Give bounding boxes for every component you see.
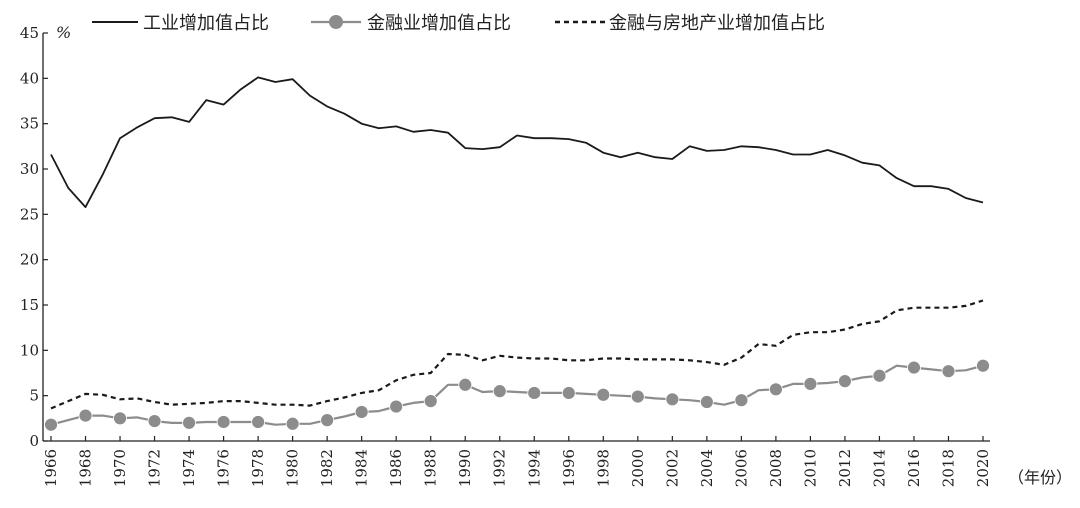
x-tick-label-2012: 2012 bbox=[836, 449, 854, 487]
finance-marker-2012 bbox=[838, 374, 852, 389]
finance-marker-1972 bbox=[147, 414, 162, 428]
x-tick-label-1972: 1972 bbox=[146, 449, 164, 487]
x-tick-label-2000: 2000 bbox=[629, 449, 647, 487]
finance-marker-1976 bbox=[216, 415, 231, 429]
finance-marker-1970 bbox=[113, 411, 127, 426]
finance-marker-1980 bbox=[285, 416, 300, 431]
x-tick-label-2008: 2008 bbox=[767, 449, 785, 487]
finance-marker-2006 bbox=[734, 393, 749, 408]
axes bbox=[42, 32, 990, 442]
x-tick-label-1970: 1970 bbox=[111, 449, 129, 487]
y-tick-label-15: 15 bbox=[20, 296, 39, 314]
x-tick-label-1980: 1980 bbox=[284, 449, 302, 487]
x-tick-label-1974: 1974 bbox=[180, 449, 198, 487]
finance-marker-1988 bbox=[423, 394, 438, 409]
x-tick-label-1994: 1994 bbox=[525, 449, 543, 487]
x-tick-label-1992: 1992 bbox=[491, 449, 509, 487]
finance-marker-1984 bbox=[354, 405, 369, 419]
y-tick-label-45: 45 bbox=[20, 24, 39, 42]
y-tick-label-10: 10 bbox=[20, 341, 39, 359]
finance-marker-2002 bbox=[665, 392, 680, 407]
y-tick-label-30: 30 bbox=[20, 160, 39, 178]
y-axis-unit-label: % bbox=[56, 23, 71, 42]
series-line-1 bbox=[50, 364, 984, 426]
x-tick-label-2004: 2004 bbox=[698, 449, 716, 487]
x-tick-label-2018: 2018 bbox=[939, 449, 957, 487]
x-tick-label-1982: 1982 bbox=[318, 449, 336, 487]
y-tick-label-0: 0 bbox=[29, 432, 39, 450]
x-tick-label-1986: 1986 bbox=[387, 449, 405, 487]
x-tick-label-2006: 2006 bbox=[732, 449, 750, 487]
finance-marker-1974 bbox=[182, 415, 196, 430]
series-markers bbox=[44, 358, 990, 432]
x-tick-label-1976: 1976 bbox=[215, 449, 233, 487]
y-tick-label-25: 25 bbox=[20, 205, 39, 223]
finance-marker-1992 bbox=[492, 384, 507, 399]
x-tick-label-1984: 1984 bbox=[353, 449, 371, 487]
finance-marker-1968 bbox=[78, 408, 93, 423]
finance-marker-1998 bbox=[596, 387, 611, 402]
finance-marker-1986 bbox=[389, 399, 404, 414]
finance-marker-2016 bbox=[907, 360, 921, 375]
legend-label-0: 工业增加值占比 bbox=[143, 13, 269, 34]
series-lines bbox=[50, 76, 984, 426]
x-tick-label-1996: 1996 bbox=[560, 449, 578, 487]
finance-marker-1966 bbox=[44, 417, 58, 432]
x-axis-unit-label: （年份） bbox=[1008, 468, 1072, 487]
finance-marker-2004 bbox=[699, 395, 714, 409]
x-tick-label-2016: 2016 bbox=[905, 449, 923, 487]
x-tick-label-1966: 1966 bbox=[42, 449, 60, 487]
legend-label-2: 金融与房地产业增加值占比 bbox=[609, 13, 825, 34]
finance-marker-1994 bbox=[527, 386, 542, 400]
finance-marker-2008 bbox=[768, 382, 783, 397]
legend-label-1: 金融业增加值占比 bbox=[367, 13, 511, 34]
series-line-0 bbox=[50, 76, 984, 209]
y-tick-label-20: 20 bbox=[20, 251, 39, 269]
x-tick-label-2014: 2014 bbox=[870, 449, 888, 487]
finance-marker-2014 bbox=[872, 368, 887, 383]
x-tick-label-1998: 1998 bbox=[594, 449, 612, 487]
x-tick-label-2020: 2020 bbox=[974, 449, 992, 487]
x-tick-label-2010: 2010 bbox=[801, 449, 819, 487]
x-tick-label-1990: 1990 bbox=[456, 449, 474, 487]
finance-marker-1990 bbox=[458, 377, 473, 392]
finance-marker-2018 bbox=[941, 364, 956, 379]
finance-marker-2010 bbox=[803, 376, 818, 391]
y-tick-label-40: 40 bbox=[20, 69, 39, 87]
x-tick-label-1988: 1988 bbox=[422, 449, 440, 487]
finance-marker-2020 bbox=[976, 358, 990, 373]
finance-marker-2000 bbox=[630, 389, 645, 404]
y-tick-labels: 0 5 10 15 20 25 30 35 40 45 bbox=[20, 24, 39, 450]
x-tick-label-1968: 1968 bbox=[77, 449, 95, 487]
finance-marker-1978 bbox=[251, 415, 266, 429]
legend: 工业增加值占比 金融业增加值占比 金融与房地产业增加值占比 bbox=[92, 13, 825, 34]
y-tick-label-5: 5 bbox=[29, 387, 39, 405]
finance-marker-1982 bbox=[320, 413, 335, 428]
finance-marker-1996 bbox=[561, 386, 576, 400]
x-tick-label-1978: 1978 bbox=[249, 449, 267, 487]
x-tick-labels: 1966 1968 1970 1972 1974 1976 1978 1980 1982 1984… bbox=[42, 449, 992, 487]
y-tick-label-35: 35 bbox=[20, 115, 39, 133]
legend-marker-1 bbox=[329, 15, 343, 29]
x-tick-label-2002: 2002 bbox=[663, 449, 681, 487]
